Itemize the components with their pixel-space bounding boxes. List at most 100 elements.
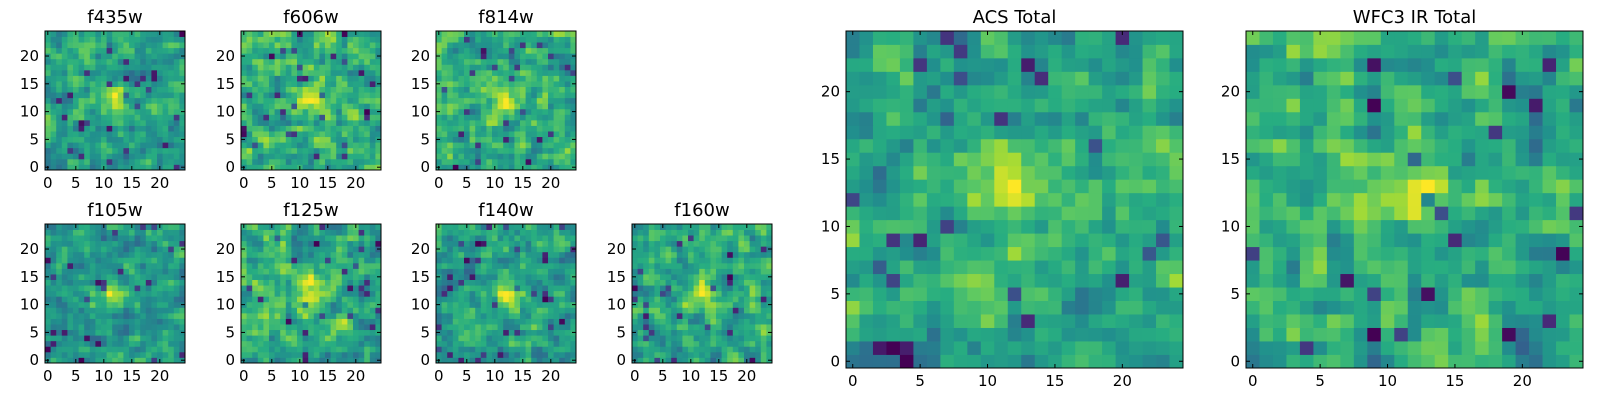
heatmap-cell [117,274,124,280]
heatmap-cell [464,285,470,292]
heatmap-cell [452,235,459,242]
heatmap-cell [129,119,135,126]
heatmap-cell [531,119,538,126]
heatmap-cell [269,229,275,236]
heatmap-cell [486,119,493,126]
heatmap-cell [101,136,107,143]
heatmap-cell [274,114,281,121]
heatmap-cell [89,119,96,126]
heatmap-cell [129,36,135,43]
heatmap-cell [480,108,487,115]
heatmap-cell [78,274,85,280]
heatmap-cell [469,329,476,336]
heatmap-cell [285,153,292,160]
heatmap-cell [89,262,96,269]
heatmap-cell [520,274,526,280]
heatmap-cell [699,335,706,342]
heatmap-cell [56,125,63,132]
heatmap-cell [168,324,175,331]
heatmap-cell [241,229,247,236]
heatmap-cell [441,158,448,165]
heatmap-cell [536,340,543,347]
heatmap-cell [246,69,253,76]
heatmap-cell [632,351,638,358]
heatmap-cell [297,301,303,308]
heatmap-cell [302,279,309,286]
heatmap-cell [67,75,74,82]
heatmap-cell [1088,246,1103,261]
heatmap-cell [246,108,253,115]
heatmap-cell [671,279,678,286]
heatmap-cell [542,257,549,264]
heatmap-cell [241,131,247,138]
heatmap-cell [665,246,672,253]
heatmap-cell [452,279,459,286]
heatmap-cell [241,147,247,154]
heatmap-cell [508,164,515,171]
heatmap-cell [291,158,298,165]
heatmap-cell [553,307,560,314]
heatmap-cell [760,279,767,286]
heatmap-cell [671,257,678,264]
heatmap-cell [447,153,454,160]
heatmap-cell [106,312,113,319]
heatmap-cell [369,324,376,331]
heatmap-cell [766,240,773,247]
heatmap-cell [364,92,371,99]
heatmap-cell [447,296,454,303]
heatmap-cell [325,108,331,115]
heatmap-cell [492,58,498,65]
heatmap-cell [542,92,549,99]
heatmap-cell [727,357,734,364]
heatmap-cell [375,153,382,160]
heatmap-cell [319,75,326,82]
heatmap-cell [570,224,577,230]
heatmap-cell [117,296,124,303]
heatmap-cell [151,357,158,364]
y-tick-label: 0 [29,351,39,369]
heatmap-cell [168,75,175,82]
heatmap-cell [129,69,135,76]
heatmap-cell [447,312,454,319]
heatmap-cell [497,329,504,336]
heatmap-cell [760,274,767,280]
heatmap-cell [464,312,470,319]
heatmap-cell [140,114,147,121]
heatmap-cell [291,131,298,138]
heatmap-cell [179,92,186,99]
heatmap-cell [257,42,264,49]
heatmap-cell [699,329,706,336]
heatmap-cell [480,357,487,364]
heatmap-cell [637,290,644,297]
heatmap-cell [173,86,180,93]
heatmap-cell [179,125,186,132]
heatmap-cell [347,131,354,138]
heatmap-cell [269,47,275,54]
heatmap-cell [134,42,141,49]
heatmap-cell [353,324,359,331]
heatmap-cell [274,64,281,71]
heatmap-cell [162,42,169,49]
heatmap-cell [364,224,371,230]
heatmap-cell [319,329,326,336]
heatmap-cell [168,158,175,165]
heatmap-cell [123,285,130,292]
heatmap-cell [497,58,504,65]
heatmap-cell [654,279,661,286]
heatmap-cell [319,262,326,269]
heatmap-cell [559,53,566,60]
heatmap-cell [117,42,124,49]
heatmap-cell [129,42,135,49]
heatmap-cell [536,318,543,325]
heatmap-cell [308,119,315,126]
heatmap-cell [744,240,750,247]
heatmap-cell [648,312,655,319]
heatmap-cell [129,257,135,264]
heatmap-cell [469,307,476,314]
heatmap-cell [447,346,454,353]
heatmap-cell [308,340,315,347]
heatmap-cell [559,229,566,236]
heatmap-cell [297,42,303,49]
heatmap-cell [291,262,298,269]
heatmap-cell [341,47,348,54]
